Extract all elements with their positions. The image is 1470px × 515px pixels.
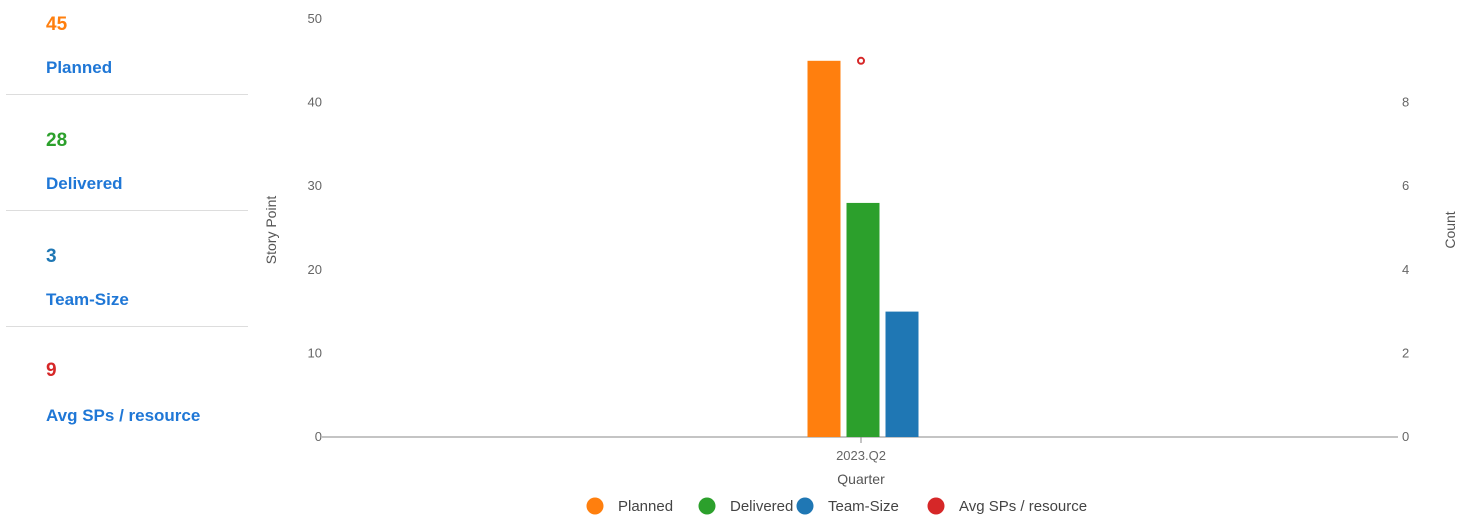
summary-value-delivered: 28 (46, 130, 68, 151)
y2-tick-label: 2 (1402, 345, 1409, 360)
y-tick-label: 0 (315, 429, 322, 444)
legend-marker (927, 497, 945, 515)
y-tick-label: 50 (308, 11, 322, 26)
y2-tick-label: 6 (1402, 178, 1409, 193)
legend-label: Planned (618, 498, 673, 515)
legend-label: Team-Size (828, 498, 899, 515)
bar-delivered (846, 202, 880, 437)
point-avg-sps-resource (857, 56, 865, 65)
x-axis-title: Quarter (837, 471, 885, 487)
summary-value-planned: 45 (46, 14, 68, 35)
y2-tick-label: 0 (1402, 429, 1409, 444)
y2-tick-label: 4 (1402, 262, 1409, 277)
legend-label: Delivered (730, 498, 793, 515)
y-axis-title: Story Point (263, 196, 279, 265)
summary-panel: 45 Planned 28 Delivered 3 Team-Size 9 Av… (0, 0, 248, 470)
y2-tick-label: 8 (1402, 95, 1409, 110)
summary-label-delivered: Delivered (46, 174, 123, 193)
y-tick-label: 10 (308, 345, 322, 360)
y2-axis-title: Count (1442, 211, 1458, 248)
legend-label: Avg SPs / resource (959, 498, 1087, 515)
summary-divider (6, 94, 248, 95)
bar-planned (807, 60, 841, 438)
summary-label-team-size: Team-Size (46, 290, 129, 309)
summary-label-planned: Planned (46, 58, 113, 77)
y-tick-label: 30 (308, 178, 322, 193)
y-tick-label: 40 (308, 95, 322, 110)
summary-value-avg-sps: 9 (46, 360, 57, 381)
bar-team-size (885, 311, 919, 437)
x-tick-label: 2023.Q2 (836, 448, 886, 463)
legend-marker (698, 497, 716, 515)
legend-marker (796, 497, 814, 515)
summary-divider (6, 326, 248, 327)
summary-value-team-size: 3 (46, 246, 57, 267)
legend-marker (586, 497, 604, 515)
summary-divider (6, 210, 248, 211)
summary-label-avg-sps: Avg SPs / resource (46, 406, 201, 425)
y-tick-label: 20 (308, 262, 322, 277)
